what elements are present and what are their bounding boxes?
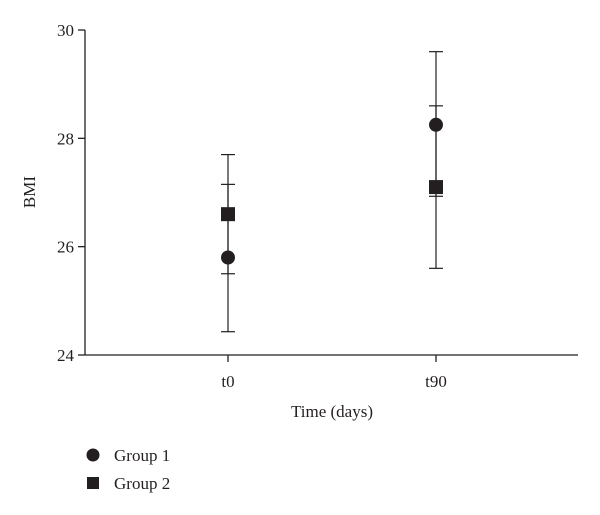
x-axis-label: Time (days) [291,402,373,421]
data-point-group-2-t90 [429,180,443,195]
legend: Group 1 Group 2 [86,446,170,493]
x-tick-label-t0: t0 [221,372,234,391]
y-tick-label-24: 24 [57,346,75,365]
y-axis-label: BMI [20,176,39,208]
x-ticks: t0 t90 [221,355,447,391]
axes: 24 26 28 30 t0 t90 [57,21,578,391]
legend-label-group-1: Group 1 [114,446,170,465]
y-tick-label-30: 30 [57,21,74,40]
data-point-group-1-t0 [221,250,235,265]
x-tick-label-t90: t90 [425,372,447,391]
y-tick-label-28: 28 [57,129,74,148]
series-layer [221,51,443,333]
data-point-group-2-t0 [221,207,235,222]
legend-marker-group-2 [87,477,99,489]
y-ticks: 24 26 28 30 [57,21,85,365]
y-tick-label-26: 26 [57,238,74,257]
data-point-group-1-t90 [429,117,443,132]
legend-marker-group-1 [86,448,100,462]
legend-label-group-2: Group 2 [114,474,170,493]
